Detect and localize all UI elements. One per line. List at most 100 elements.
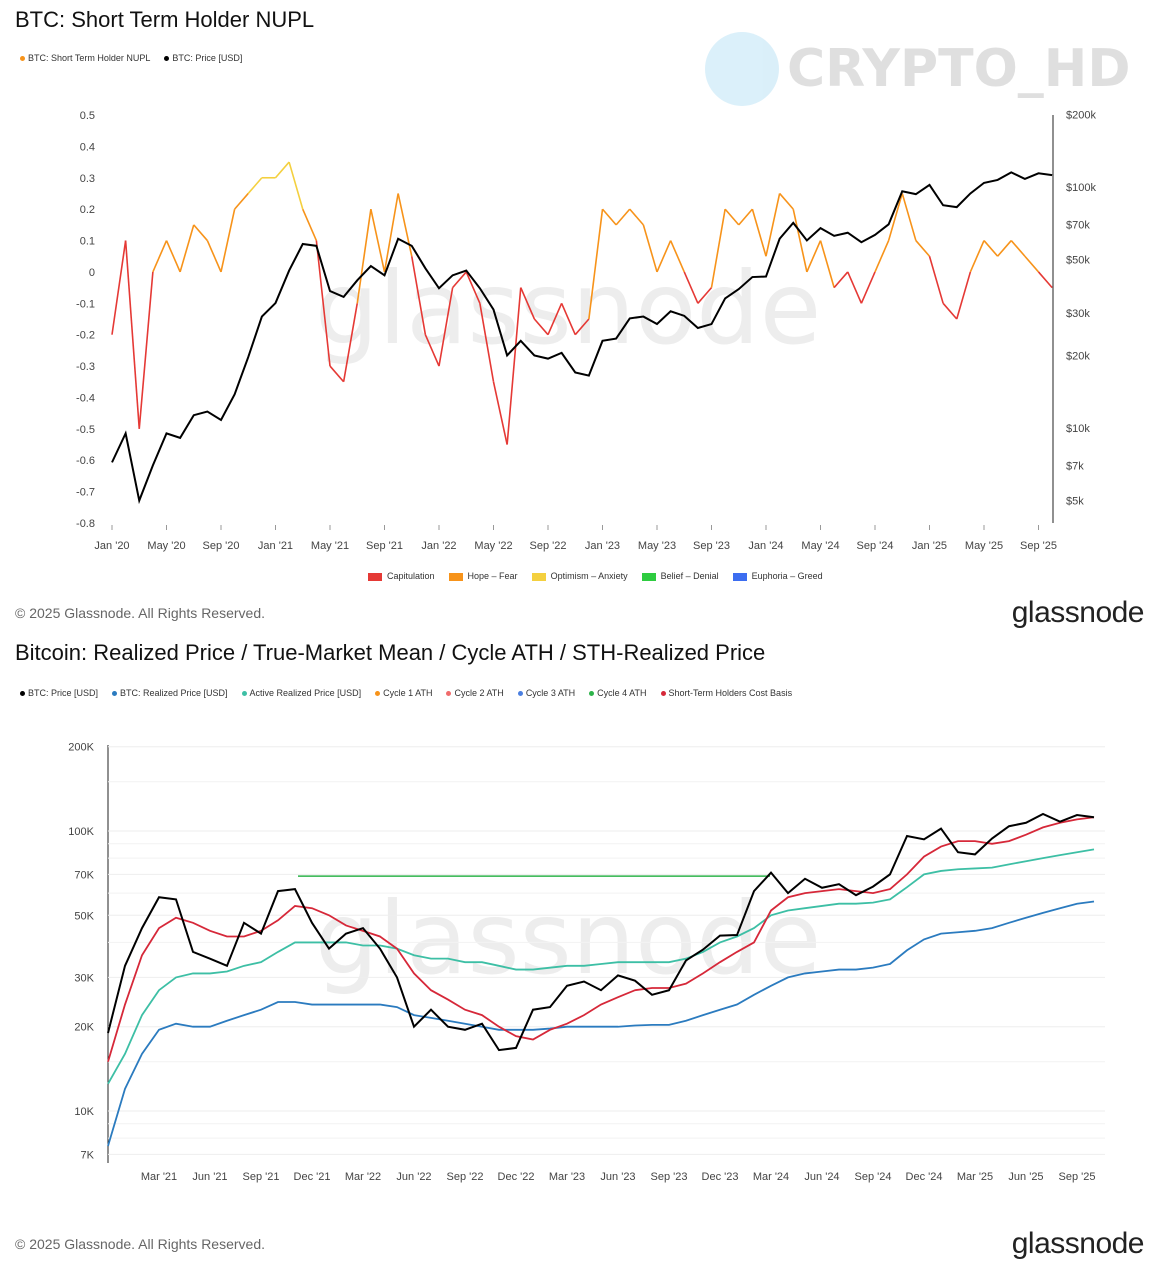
legend-label: Active Realized Price [USD] [249,688,362,698]
nupl-segment [138,271,154,429]
legend-item-price[interactable]: BTC: Price [USD] [164,53,242,63]
zone-label: Belief – Denial [660,571,719,581]
x-tick-label: Jan '22 [421,540,456,552]
zone-optimism-anxiety[interactable]: Optimism – Anxiety [531,571,628,581]
nupl-segment [642,224,658,273]
zone-capitulation[interactable]: Capitulation [368,571,435,581]
legend-label: BTC: Price [USD] [28,688,99,698]
nupl-segment [656,240,672,273]
y-tick-label: 7K [81,1149,95,1161]
nupl-segment [792,208,808,273]
watermark-text: CRYPTO_HD [787,39,1131,99]
y-tick-label: 20K [74,1022,94,1034]
nupl-segment [915,240,931,257]
nupl-segment [206,240,222,273]
zone-hope-fear[interactable]: Hope – Fear [448,571,518,581]
crypto-hd-watermark: CRYPTO_HD [705,32,1130,106]
nupl-segment [710,209,726,288]
nupl-segment [738,208,753,226]
x-tick-label: Jan '23 [585,540,620,552]
legend-item[interactable]: Cycle 4 ATH [589,688,647,698]
nupl-segment [383,193,399,273]
y-right-tick-label: $7k [1066,460,1084,472]
x-tick-label: Jun '25 [1008,1171,1043,1183]
nupl-segment [997,240,1012,257]
legend-dot [517,691,523,697]
legend-item[interactable]: Short-Term Holders Cost Basis [660,688,792,698]
x-tick-label: Mar '25 [957,1171,993,1183]
nupl-segment [1037,271,1053,289]
nupl-segment [629,208,644,226]
nupl-segment [779,192,794,210]
y-right-tick-label: $30k [1066,308,1090,320]
legend-item[interactable]: BTC: Realized Price [USD] [112,688,228,698]
legend-label: Cycle 1 ATH [383,688,433,698]
nupl-segment [302,208,318,241]
y-right-tick-label: $200k [1066,109,1096,121]
x-tick-label: Mar '22 [345,1171,381,1183]
x-tick-label: Jun '23 [600,1171,635,1183]
chart2-copyright: © 2025 Glassnode. All Rights Reserved. [15,1236,266,1252]
y-right-tick-label: $10k [1066,423,1090,435]
y-right-tick-label: $100k [1066,182,1096,194]
y-left-tick-label: -0.4 [76,392,95,404]
y-left-tick-label: -0.1 [76,298,95,310]
legend-dot [660,691,666,697]
legend-dot [375,691,381,697]
x-tick-label: Jun '24 [804,1171,839,1183]
y-right-tick-label: $50k [1066,255,1090,267]
nupl-segment [288,161,304,210]
legend-item[interactable]: Cycle 2 ATH [446,688,504,698]
x-tick-label: Dec '22 [498,1171,535,1183]
nupl-segment [506,287,522,445]
x-tick-label: May '24 [801,540,839,552]
telegram-icon [705,32,779,106]
glassnode-logo: glassnode [1011,1227,1145,1260]
nupl-segment [819,240,835,288]
nupl-segment [397,193,413,257]
nupl-segment [615,208,631,226]
x-tick-label: May '21 [311,540,349,552]
nupl-segment [928,256,944,304]
series-line-btc-price-usd- [107,812,1095,1052]
zone-belief-denial[interactable]: Belief – Denial [641,571,719,581]
x-tick-label: Dec '24 [906,1171,943,1183]
x-tick-label: Sep '22 [447,1171,484,1183]
nupl-segment [111,240,127,335]
legend-item[interactable]: Cycle 3 ATH [517,688,576,698]
legend-item[interactable]: BTC: Price [USD] [20,688,98,698]
x-tick-label: Jan '24 [748,540,783,552]
legend-item[interactable]: Cycle 1 ATH [375,688,432,698]
legend-item[interactable]: Active Realized Price [USD] [241,688,362,698]
zone-euphoria-greed[interactable]: Euphoria – Greed [732,571,823,581]
zone-label: Optimism – Anxiety [550,571,628,581]
chart1-title: BTC: Short Term Holder NUPL [15,7,315,32]
nupl-segment [1010,240,1026,257]
nupl-segment [234,192,249,210]
y-left-tick-label: -0.2 [76,330,95,342]
y-tick-label: 200K [68,742,94,754]
legend-dot [20,56,25,62]
zone-label: Capitulation [387,571,435,581]
x-tick-label: May '20 [147,540,185,552]
nupl-segment [901,193,917,241]
legend-item-nupl[interactable]: BTC: Short Term Holder NUPL [20,53,150,63]
legend-label: Cycle 3 ATH [525,688,576,698]
nupl-segment [942,302,958,320]
x-tick-label: Sep '23 [693,540,730,552]
price-line [111,171,1053,505]
nupl-segment [969,240,985,273]
zone-swatch [531,572,546,581]
zone-swatch [448,572,463,581]
y-tick-label: 10K [74,1106,94,1118]
y-left-tick-label: -0.5 [76,424,95,436]
x-tick-label: Jan '21 [258,540,293,552]
y-tick-label: 100K [68,826,94,838]
x-tick-label: Sep '24 [855,1171,892,1183]
chart1-zone-legend: Capitulation Hope – Fear Optimism – Anxi… [368,571,823,581]
x-tick-label: Jun '21 [192,1171,227,1183]
x-tick-label: Mar '21 [141,1171,177,1183]
nupl-segment [669,240,685,273]
